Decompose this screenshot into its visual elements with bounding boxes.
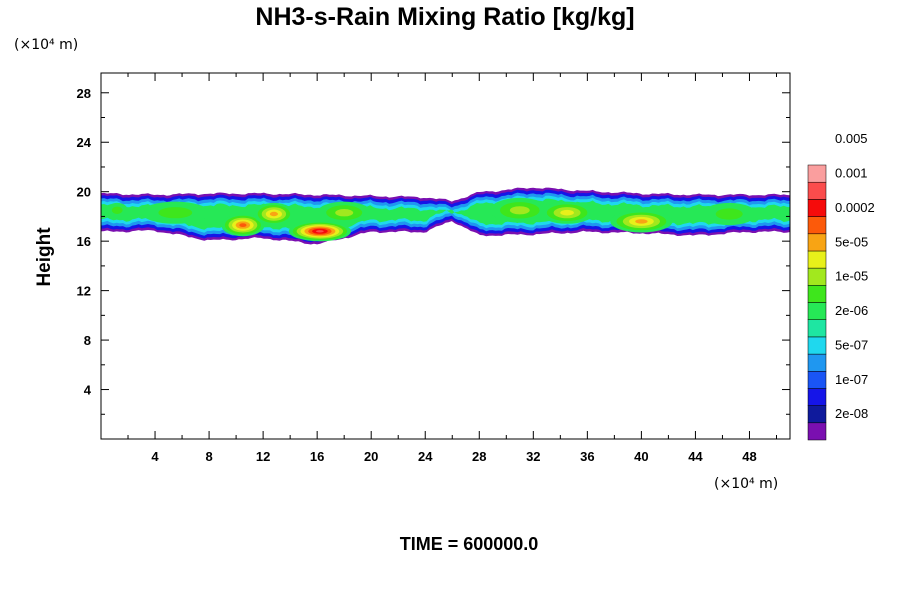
field-core bbox=[239, 223, 247, 228]
time-label: TIME = 600000.0 bbox=[400, 534, 539, 554]
x-tick-label: 32 bbox=[526, 449, 540, 464]
colorbar-label: 2e-06 bbox=[835, 303, 868, 318]
colorbar-swatch bbox=[807, 181, 827, 200]
x-tick-label: 20 bbox=[364, 449, 378, 464]
colorbar-swatch bbox=[807, 388, 827, 406]
y-axis: 4 8 12 16 20 24 28 bbox=[77, 86, 790, 415]
field-core bbox=[560, 209, 574, 216]
colorbar: 2e-08 1e-07 5e-07 2e-06 1e-05 5e-05 0.0002 0.00… bbox=[807, 131, 875, 441]
x-axis: 4 8 12 16 20 24 28 32 36 40 44 48 bbox=[127, 73, 777, 464]
colorbar-swatch bbox=[807, 285, 827, 303]
colorbar-swatch bbox=[807, 319, 827, 338]
x-tick-label: 12 bbox=[256, 449, 270, 464]
colorbar-label: 5e-05 bbox=[835, 234, 868, 249]
y-tick-label: 4 bbox=[84, 383, 92, 398]
colorbar-swatch bbox=[807, 233, 827, 252]
y-tick-label: 8 bbox=[84, 333, 91, 348]
chart-title: NH3-s-Rain Mixing Ratio [kg/kg] bbox=[255, 3, 634, 31]
x-tick-label: 16 bbox=[310, 449, 324, 464]
colorbar-swatch bbox=[807, 353, 827, 372]
colorbar-label: 0.0002 bbox=[835, 200, 875, 215]
field-core bbox=[111, 206, 123, 214]
colorbar-swatch bbox=[807, 267, 827, 286]
colorbar-label: 5e-07 bbox=[835, 338, 868, 353]
colorbar-swatch bbox=[807, 164, 827, 183]
x-tick-label: 28 bbox=[472, 449, 486, 464]
x-tick-label: 48 bbox=[742, 449, 756, 464]
plot-frame bbox=[100, 72, 791, 440]
x-tick-label: 4 bbox=[151, 449, 159, 464]
x-tick-label: 36 bbox=[580, 449, 594, 464]
x-tick-label: 24 bbox=[418, 449, 433, 464]
colorbar-label: 2e-08 bbox=[835, 406, 868, 421]
colorbar-swatch bbox=[807, 336, 827, 355]
y-tick-label: 20 bbox=[77, 185, 91, 200]
colorbar-label: 0.005 bbox=[835, 131, 868, 146]
y-tick-label: 24 bbox=[77, 135, 92, 150]
colorbar-swatch bbox=[807, 302, 827, 320]
colorbar-swatch bbox=[807, 371, 827, 389]
y-tick-label: 16 bbox=[77, 234, 91, 249]
field-core bbox=[509, 206, 530, 215]
colorbar-label: 1e-05 bbox=[835, 269, 868, 284]
field-core bbox=[158, 207, 193, 219]
colorbar-label: 0.001 bbox=[835, 166, 868, 181]
field-core bbox=[316, 230, 324, 233]
colorbar-swatch bbox=[807, 216, 827, 235]
x-tick-label: 44 bbox=[688, 449, 703, 464]
colorbar-swatch bbox=[807, 422, 827, 441]
colorbar-swatch bbox=[807, 199, 827, 217]
y-tick-label: 12 bbox=[77, 284, 91, 299]
field-core bbox=[335, 209, 354, 217]
field-core bbox=[715, 208, 743, 220]
y-axis-label: Height bbox=[34, 227, 55, 287]
y-unit-label: (×10⁴ m) bbox=[14, 37, 78, 53]
colorbar-swatch bbox=[807, 250, 827, 269]
plot-background bbox=[101, 73, 790, 439]
colorbar-swatch bbox=[807, 405, 827, 424]
x-tick-label: 40 bbox=[634, 449, 648, 464]
y-tick-label: 28 bbox=[77, 86, 91, 101]
colorbar-label: 1e-07 bbox=[835, 372, 868, 387]
x-tick-label: 8 bbox=[205, 449, 212, 464]
field-core bbox=[269, 211, 278, 217]
x-unit-label: (×10⁴ m) bbox=[714, 476, 778, 492]
field-core bbox=[635, 219, 648, 224]
mixing-ratio-field bbox=[101, 187, 790, 245]
